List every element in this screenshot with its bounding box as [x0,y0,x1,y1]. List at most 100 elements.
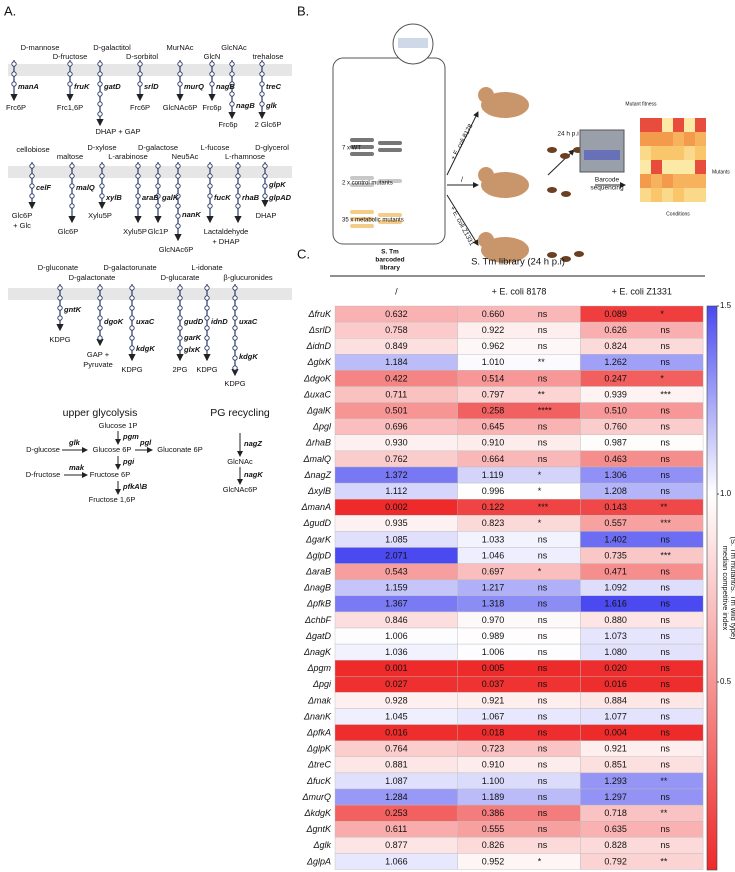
enzyme-node [207,173,213,179]
mini-cell [695,174,706,188]
colorbar-tick-label: 1.5 [720,301,732,310]
gene: malQ [76,183,95,192]
heatmap-cell [457,611,581,629]
significance: ns [538,711,548,721]
significance: ns [660,470,670,480]
heatmap-cell [580,354,704,371]
significance: * [538,567,542,577]
row-label: ΔdgoK [303,373,332,383]
row-label: ΔchbF [304,615,332,625]
heatmap-cell [457,305,581,323]
significance: ns [538,728,548,738]
row-label: Δpgl [312,422,332,432]
panel-b-text: S. Tm [381,249,399,256]
enzyme-node [137,61,143,67]
product: Xylu5P [88,211,112,220]
cell-value: 1.077 [604,711,627,721]
significance: ns [538,309,548,319]
cell-value: 0.555 [482,824,505,834]
heatmap-cell [457,466,581,484]
enzyme-node [67,81,73,87]
heatmap-cell [457,853,581,870]
product: Pyruvate [83,360,113,369]
enzyme-node [29,163,35,169]
cell-value: 0.792 [604,856,627,866]
enzyme-node [135,173,141,179]
row-label: ΔrhaB [305,438,331,448]
cell-value: 0.762 [385,454,408,464]
significance: * [538,470,542,480]
enzyme-node [175,193,181,199]
significance: ns [660,599,670,609]
significance: ns [660,792,670,802]
cell-value: 0.501 [385,406,408,416]
mini-cell [651,118,662,132]
enzyme-node [229,61,235,67]
product: Frc6P [6,103,26,112]
enzyme-node [232,335,238,341]
colorbar [706,305,718,871]
significance: ** [538,357,546,367]
cell-value: 1.318 [482,599,505,609]
panel-b-text: sequencing [590,185,624,192]
mini-cell [662,188,673,202]
row-label: Δpgi [312,679,332,689]
gene: xylB [105,193,122,202]
row-label: Δglk [312,840,331,850]
panel-label: C. [297,246,310,261]
mini-cell [662,174,673,188]
heatmap-cell [457,692,581,709]
mini-cell [640,174,651,188]
heatmap-cell [580,482,704,500]
significance: ns [538,422,548,432]
mini-cell [673,188,684,202]
heatmap-cell [580,579,704,597]
enzyme-node [129,345,135,351]
heatmap-cell [580,321,704,339]
row-label: ΔtreC [307,760,332,770]
mini-heatmap [640,118,706,202]
cell-value: 1.616 [604,599,627,609]
significance: ns [538,792,548,802]
row-label: ΔfruK [307,309,332,319]
enzyme-node [69,173,75,179]
product: 2 Glc6P [255,120,282,129]
significance: ns [660,631,670,641]
product: Lactaldehyde [204,227,249,236]
enzyme-node [232,365,238,371]
gene: nagB [236,101,255,110]
heatmap-cell [457,708,581,725]
heatmap-cell [580,595,704,613]
mini-cell [662,118,673,132]
cell-value: 0.632 [385,309,408,319]
enzyme-node [175,223,181,229]
gene: garK [183,333,202,342]
enzyme-node [262,173,268,179]
cell-value: 0.880 [604,615,627,625]
heatmap-cell [457,434,581,452]
cell-value: 0.824 [604,341,627,351]
mini-cell [684,132,695,146]
cell-value: 0.987 [604,438,627,448]
cell-value: 1.046 [482,550,505,560]
mini-cell [695,160,706,174]
significance: *** [660,518,671,528]
mini-cell [651,174,662,188]
enzyme-node [11,71,17,77]
significance: ** [660,776,668,786]
cell-value: 1.087 [385,776,408,786]
heatmap-cell [580,305,704,323]
cell-value: 0.723 [482,744,505,754]
gene: glk [68,438,81,447]
row-label: ΔgarK [305,534,332,544]
gene: pgm [122,432,139,441]
panel-b-text: barcoded [375,257,404,264]
significance: * [660,373,664,383]
cell-value: 0.996 [482,486,505,496]
significance: *** [660,550,671,560]
gene: nanK [182,210,201,219]
row-label: ΔnagB [303,583,331,593]
mini-cell [662,160,673,174]
gene: murQ [184,82,204,91]
significance: ns [538,373,548,383]
